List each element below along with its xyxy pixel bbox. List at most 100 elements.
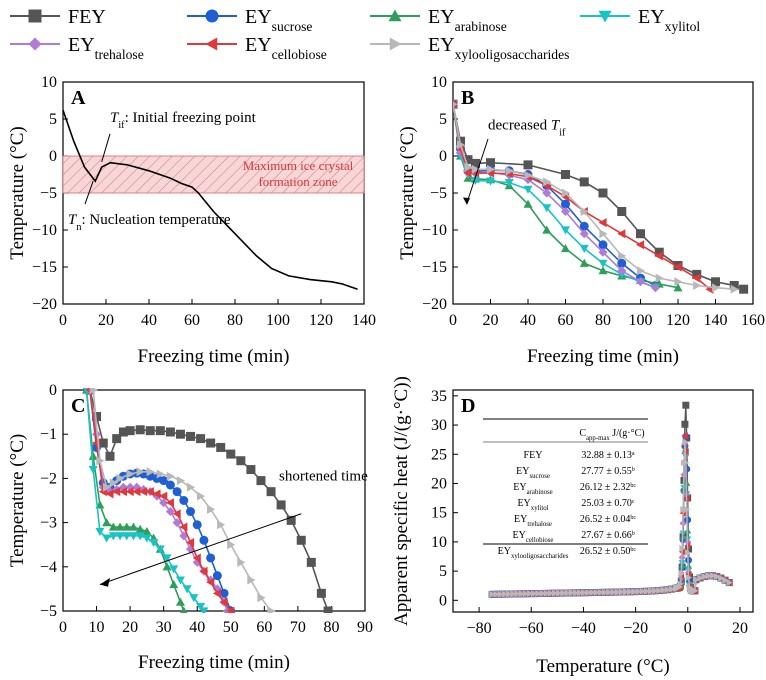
data-point [518, 590, 525, 598]
decrease-arrowhead [463, 197, 470, 205]
data-point [674, 277, 683, 287]
y-tick-label: 5 [439, 563, 447, 580]
zone-label-1: Maximum ice crystal [243, 158, 354, 173]
data-point [175, 429, 185, 439]
x-tick-label: 10 [89, 619, 105, 636]
data-point [697, 574, 704, 582]
data-point [526, 590, 534, 598]
data-point [486, 158, 495, 168]
data-point [219, 597, 228, 607]
data-point [219, 588, 229, 598]
data-point [98, 438, 108, 448]
tn-arrow [84, 180, 94, 205]
data-point [543, 177, 552, 187]
x-tick-label: 120 [666, 312, 690, 329]
data-point [599, 229, 608, 239]
data-point [681, 432, 688, 440]
data-point [256, 476, 266, 486]
table-row-name: EYtrehalose [514, 514, 552, 528]
shortened-annotation: shortened time [279, 469, 368, 485]
data-point [89, 388, 98, 395]
data-point [635, 588, 642, 596]
legend-label: EYtrehalose [68, 34, 144, 62]
data-point [155, 426, 165, 436]
data-point [551, 589, 559, 597]
data-point [159, 498, 169, 508]
data-point [186, 482, 196, 492]
data-point [618, 588, 626, 596]
legend-item: EYxylitol [580, 6, 700, 34]
data-point [296, 535, 306, 545]
data-point [656, 587, 663, 595]
data-point [654, 247, 664, 257]
y-tick-label: 30 [431, 417, 447, 434]
data-point [501, 590, 509, 598]
y-tick-label: 0 [439, 148, 447, 165]
data-point [598, 247, 608, 257]
legend-item: EYxylooligosaccharides [370, 34, 569, 62]
data-point [236, 456, 246, 466]
y-tick-label: 10 [431, 534, 447, 551]
y-tick-label: 35 [431, 388, 447, 405]
data-point [683, 505, 691, 513]
data-point [692, 273, 701, 283]
data-point [542, 225, 552, 234]
data-point [711, 283, 720, 293]
x-tick-label: 140 [704, 312, 728, 329]
legend-marker [205, 9, 219, 23]
data-point [631, 588, 638, 596]
data-point [504, 179, 514, 188]
x-tick-label: 20 [732, 620, 748, 637]
data-point [636, 240, 645, 250]
table-row-value: 25.03 ± 0.70c [581, 498, 635, 509]
y-tick-label: −10 [32, 222, 57, 239]
decrease-arrow [466, 138, 489, 203]
data-point [543, 589, 550, 597]
data-point [568, 589, 575, 597]
data-point [693, 281, 702, 290]
panel-letter: D [461, 395, 475, 417]
data-point [156, 469, 165, 479]
x-tick-label: 0 [684, 620, 692, 637]
data-point [247, 575, 256, 585]
x-tick-label: 0 [59, 619, 67, 636]
data-point [172, 487, 182, 497]
data-point [199, 607, 209, 613]
data-point [179, 496, 189, 505]
shortened-arrowhead [99, 577, 110, 587]
data-point [199, 566, 208, 576]
data-point [199, 535, 209, 545]
data-point [739, 284, 749, 294]
data-point [226, 449, 236, 459]
legend-item: EYtrehalose [10, 34, 144, 62]
data-point [651, 283, 660, 293]
data-point [622, 588, 630, 596]
y-tick-label: −5 [40, 185, 57, 202]
data-point [493, 590, 500, 598]
table-row-value: 26.52 ± 0.04bc [580, 514, 637, 525]
table-row-name: EYcellobiose [513, 530, 554, 544]
data-point [547, 589, 555, 597]
data-point [636, 277, 645, 287]
data-point [128, 532, 138, 541]
panel-d: −80 −60 −40 −20 0 20 0 5 10 15 20 25 30 35 Temperature… [391, 376, 754, 677]
x-tick-label: 90 [357, 619, 373, 636]
data-point [453, 101, 458, 107]
x-tick-label: 50 [223, 619, 239, 636]
y-tick-label: −20 [422, 296, 447, 313]
data-point [102, 534, 112, 543]
data-point [165, 498, 174, 508]
data-point [186, 431, 196, 441]
data-point [92, 412, 102, 422]
legend-label: FEY [68, 6, 106, 28]
y-tick-label: 0 [439, 592, 447, 609]
legend: FEY EYsucrose EYarabinose EYxylitol EYtrehal… [10, 6, 700, 62]
plot-frame [452, 389, 754, 613]
x-tick-label: 60 [558, 312, 574, 329]
data-point [159, 476, 169, 486]
x-tick-label: −20 [623, 620, 648, 637]
y-tick-label: −15 [32, 259, 57, 276]
data-point [598, 188, 608, 198]
y-tick-label: −20 [32, 296, 57, 313]
data-point [125, 426, 135, 436]
